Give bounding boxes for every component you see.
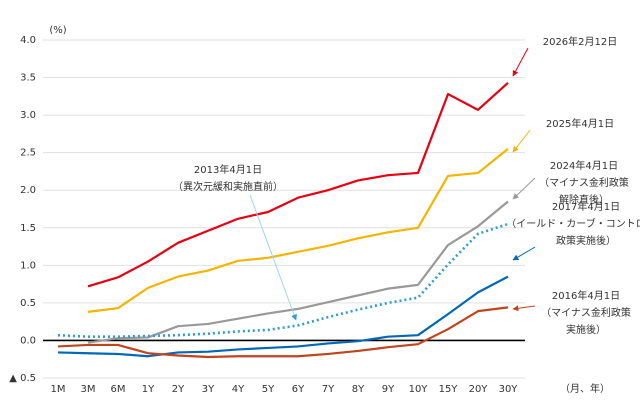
x-tick-label: 7Y (322, 384, 335, 395)
x-unit-label: （月、年） (560, 382, 610, 395)
x-tick-label: 30Y (499, 384, 519, 395)
series-note: 政策実施後） (556, 234, 616, 247)
x-tick-label: 15Y (439, 384, 459, 395)
series-label: 2025年4月1日 (546, 117, 614, 130)
y-tick-label: 3.5 (20, 73, 36, 84)
y-tick-label: 0.0 (20, 335, 36, 346)
series-note: （マイナス金利政策 (541, 306, 631, 319)
annotation-arrow (512, 47, 529, 77)
series-label: 2026年2月12日 (543, 35, 618, 48)
x-tick-label: 9Y (382, 384, 395, 395)
series-note: （異次元緩和実施直前） (173, 180, 283, 193)
x-tick-label: 2Y (172, 384, 185, 395)
series-line (57, 306, 509, 359)
x-tick-label: 10Y (409, 384, 429, 395)
series-line (57, 222, 509, 338)
series-label: 2013年4月1日 (194, 163, 262, 176)
x-tick-label: 5Y (262, 384, 275, 395)
series-label: 2017年4月1日 (552, 200, 620, 213)
series-line (57, 275, 509, 358)
y-tick-label: 4.0 (20, 35, 36, 46)
x-tick-label: 3Y (202, 384, 215, 395)
series-note: （イールド・カーブ・コントロール (506, 217, 640, 230)
series-note: （マイナス金利政策 (539, 176, 629, 189)
y-unit-label: (%) (49, 25, 66, 36)
series-line (87, 148, 509, 313)
y-tick-label: 0.5 (20, 298, 36, 309)
series-line (87, 200, 509, 344)
annotation-arrow (512, 305, 536, 312)
y-tick-label: 3.0 (20, 110, 36, 121)
annotation-arrow (249, 194, 297, 321)
x-tick-label: 6M (111, 384, 126, 395)
series-note: 解除直後） (559, 193, 609, 206)
series-note: 実施後） (566, 323, 606, 336)
y-tick-label: 1.0 (20, 260, 36, 271)
x-tick-label: 20Y (469, 384, 489, 395)
x-tick-label: 6Y (292, 384, 305, 395)
x-tick-label: 1Y (142, 384, 155, 395)
x-tick-label: 4Y (232, 384, 245, 395)
y-tick-label: 2.5 (20, 148, 36, 159)
y-tick-label: 1.5 (20, 223, 36, 234)
annotation-arrow (512, 129, 531, 153)
y-tick-label: ▲ 0.5 (9, 373, 36, 384)
series-line (87, 81, 509, 288)
annotation-arrow (512, 246, 536, 261)
series-label: 2016年4月1日 (552, 289, 620, 302)
x-tick-label: 8Y (352, 384, 365, 395)
annotation-arrow (512, 177, 536, 200)
y-tick-label: 2.0 (20, 185, 36, 196)
series-label: 2024年4月1日 (550, 159, 618, 172)
x-tick-label: 3M (81, 384, 96, 395)
x-tick-label: 1M (51, 384, 66, 395)
